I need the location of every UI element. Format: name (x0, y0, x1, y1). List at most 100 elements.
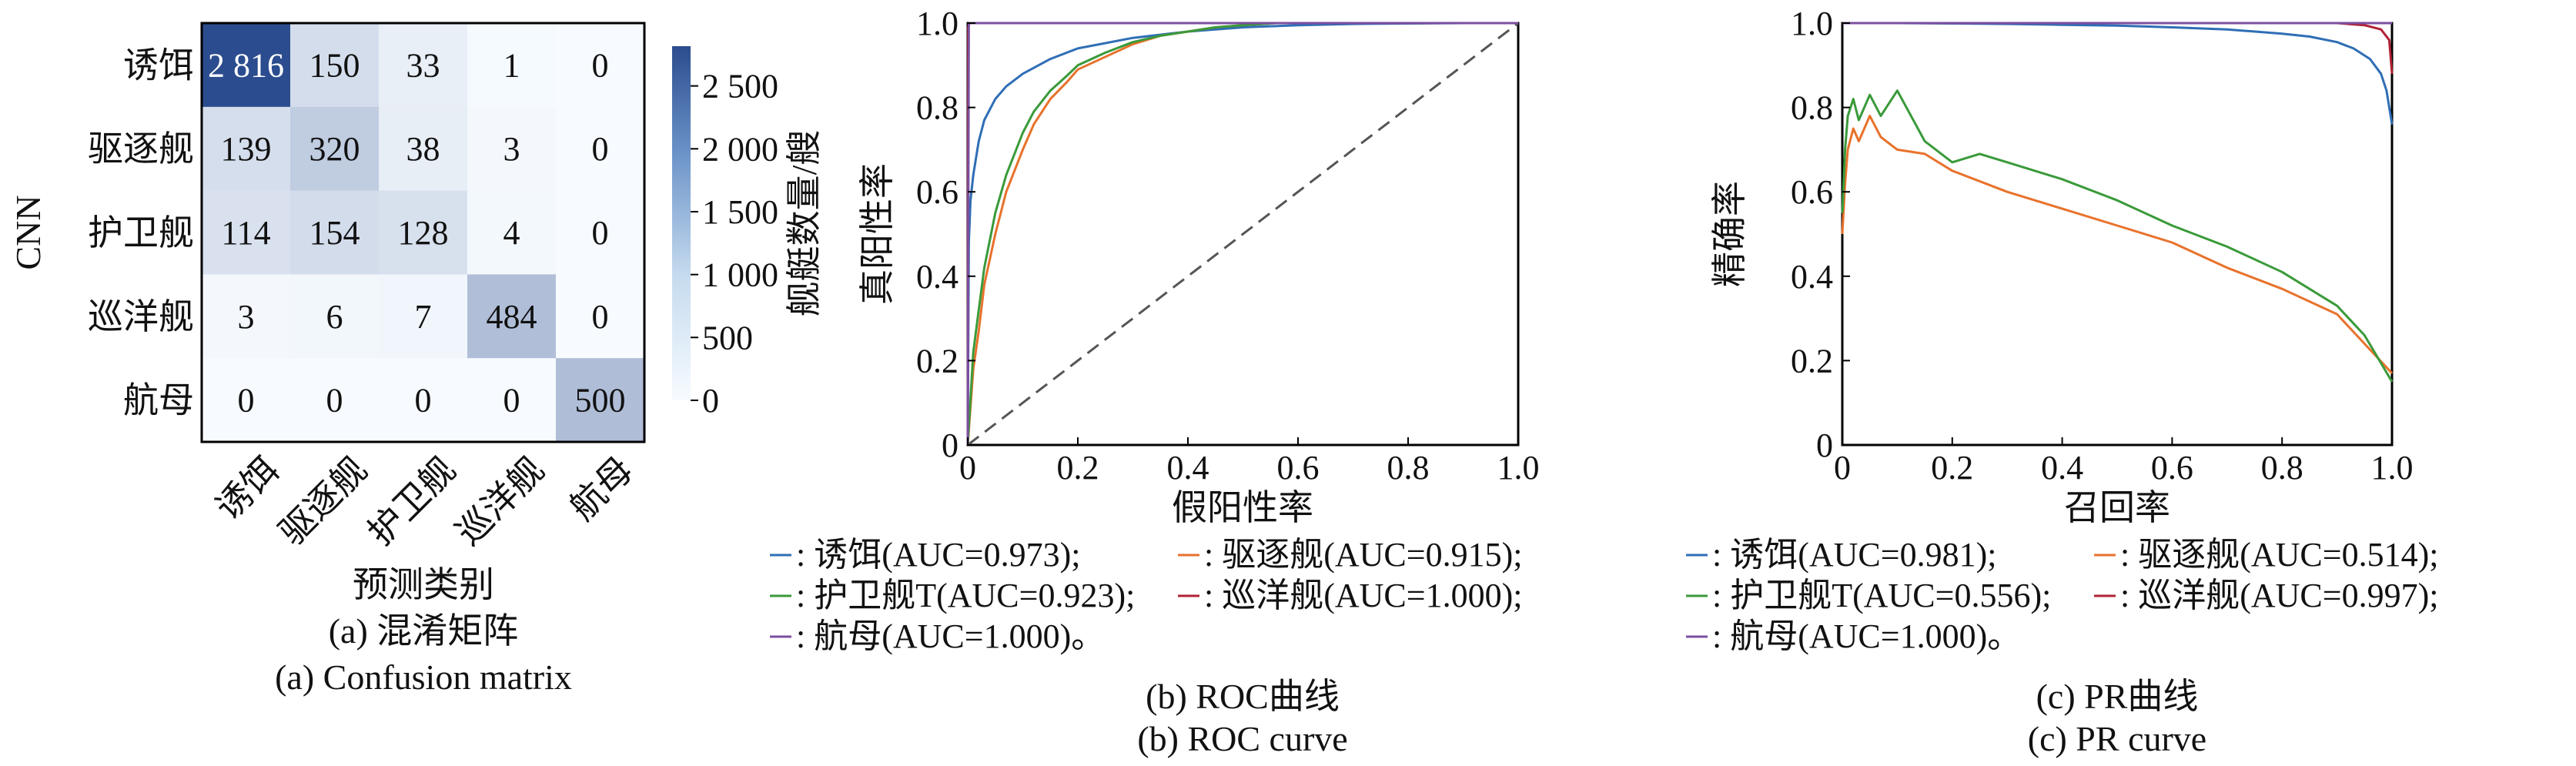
legend-entry: : 航母(AUC=1.000)。 (1712, 617, 2021, 655)
legend-entry: : 驱逐舰(AUC=0.514); (2120, 536, 2438, 574)
x-tick-label: 1.0 (2371, 449, 2414, 487)
heatmap-cell (556, 23, 645, 108)
heatmap-col-label: 驱逐舰 (272, 450, 375, 553)
roc-legend: : 诱饵(AUC=0.973);: 驱逐舰(AUC=0.915);: 护卫舰T(… (770, 536, 1522, 655)
colorbar-ticks: 0 500 1 000 1 500 2 000 2 500 (691, 68, 778, 420)
heatmap-cell-label: 33 (406, 46, 440, 84)
heatmap-cell-label: 114 (221, 214, 270, 252)
x-tick-label: 0.6 (2151, 449, 2193, 487)
heatmap-cell-label: 0 (592, 298, 609, 336)
x-tick-label: 1.0 (1497, 449, 1540, 487)
diagonal-reference-line (967, 22, 1519, 447)
heatmap-cell-label: 3 (238, 298, 255, 336)
heatmap-cell-label: 139 (221, 130, 272, 168)
heatmap-cell-label: 128 (398, 214, 449, 252)
confusion-matrix-panel: 2 816 150 33 1 0 139 320 38 3 0 114 154 128 4 0 3 6 7 484 0… (8, 22, 824, 697)
confusion-matrix-frame (200, 22, 646, 443)
heatmap-cell (556, 190, 645, 275)
heatmap-cell (202, 190, 291, 275)
heatmap-cell-label: 0 (415, 382, 432, 420)
y-tick-label: 0.8 (916, 89, 958, 127)
y-tick-label: 0 (942, 426, 958, 464)
heatmap-cell-label: 3 (503, 130, 520, 168)
y-tick-label: 0 (1816, 426, 1833, 464)
legend-entry: : 驱逐舰(AUC=0.915); (1204, 536, 1522, 574)
y-tick-label: 0.4 (916, 258, 958, 296)
heatmap-cell (556, 358, 645, 443)
heatmap-cell (290, 274, 380, 359)
heatmap-cell-label: 500 (575, 382, 626, 420)
x-tick-label: 0 (1834, 449, 1851, 487)
roc-axis-ticks: 0 0.2 0.4 0.6 0.8 1.0 0 0.2 0.4 0.6 0.8 1.0 (916, 5, 1540, 487)
heatmap-col-label: 航母 (563, 450, 641, 527)
x-tick-label: 0.2 (1931, 449, 1973, 487)
roc-x-axis-label: 假阳性率 (1172, 488, 1313, 527)
heatmap-cell-label: 1 (503, 46, 520, 84)
pr-caption-en: (c) PR curve (2028, 719, 2206, 758)
roc-panel: 0 0.2 0.4 0.6 0.8 1.0 0 0.2 0.4 0.6 0.8 1.0 假阳性率 真阳… (770, 5, 1540, 758)
x-tick-label: 0.2 (1057, 449, 1099, 487)
heatmap-cell (379, 106, 468, 192)
colorbar-tick-label: 1 500 (702, 193, 778, 231)
legend-entry: : 航母(AUC=1.000)。 (796, 617, 1105, 655)
heatmap-cell (379, 358, 468, 443)
roc-caption-en: (b) ROC curve (1137, 719, 1347, 758)
pr-legend: : 诱饵(AUC=0.981); : 驱逐舰(AUC=0.514); : 护卫舰T(… (1686, 536, 2438, 655)
y-tick-label: 0.2 (1791, 342, 1833, 380)
x-tick-label: 0.6 (1277, 449, 1320, 487)
pr-panel: 0 0.2 0.4 0.6 0.8 1.0 0 0.2 0.4 0.6 0.8 1.0 召回率 精确率… (1686, 5, 2438, 758)
colorbar-tick-label: 0 (702, 382, 719, 420)
roc-y-axis-label: 真阳性率 (858, 163, 897, 305)
colorbar-tick-label: 1 000 (702, 256, 778, 294)
series-line (1842, 22, 2394, 74)
heatmap-cell (290, 190, 380, 275)
heatmap-row-label: 航母 (123, 381, 194, 420)
series-line (966, 22, 1518, 446)
cm-y-axis-label: CNN (8, 195, 48, 269)
series-line (1841, 115, 2394, 374)
heatmap-cell (467, 274, 557, 359)
colorbar-tick-label: 2 000 (702, 130, 778, 168)
x-tick-label: 0.4 (1167, 449, 1209, 487)
cm-caption-cn: (a) 混淆矩阵 (329, 611, 519, 651)
colorbar-tick-label: 2 500 (702, 68, 778, 105)
heatmap-cell (202, 358, 291, 443)
heatmap-cell-label: 0 (326, 382, 343, 420)
legend-entry: : 诱饵(AUC=0.981); (1712, 536, 1996, 574)
colorbar-tick-label: 500 (702, 319, 753, 356)
heatmap-cell-label: 7 (415, 298, 432, 336)
heatmap-col-label: 巡洋舰 (449, 450, 552, 553)
heatmap-cell (290, 358, 380, 443)
pr-x-axis-label: 召回率 (2064, 488, 2170, 527)
heatmap-cell-label: 150 (309, 46, 360, 84)
x-tick-label: 0.8 (1387, 449, 1430, 487)
pr-plot-frame (1841, 22, 2394, 447)
y-tick-label: 1.0 (916, 5, 958, 42)
heatmap-row-label: 巡洋舰 (88, 297, 194, 336)
confusion-matrix-cells: 2 816 150 33 1 0 139 320 38 3 0 114 154 128 4 0 3 6 7 484 0… (202, 23, 645, 443)
x-tick-label: 0.4 (2041, 449, 2083, 487)
pr-series (1841, 22, 2394, 383)
x-tick-label: 0.8 (2261, 449, 2303, 487)
colorbar-gradient (672, 46, 691, 400)
heatmap-cell (467, 23, 557, 108)
heatmap-cell (467, 190, 557, 275)
heatmap-cell (202, 23, 291, 108)
heatmap-row-label: 驱逐舰 (88, 129, 194, 169)
heatmap-cell-label: 0 (503, 382, 520, 420)
legend-entry: : 护卫舰T(AUC=0.556); (1712, 577, 2051, 614)
y-tick-label: 1.0 (1791, 5, 1833, 42)
heatmap-cell (556, 106, 645, 192)
pr-caption-cn: (c) PR曲线 (2036, 677, 2199, 716)
heatmap-cell-label: 38 (406, 130, 440, 168)
heatmap-cell-label: 320 (309, 130, 360, 168)
heatmap-col-label: 护卫舰 (360, 450, 463, 553)
heatmap-cell-label: 0 (592, 214, 609, 252)
roc-series (966, 22, 1519, 447)
series-line (1842, 22, 2394, 125)
heatmap-cell-label: 4 (503, 214, 520, 252)
heatmap-cell-label: 484 (487, 298, 537, 336)
